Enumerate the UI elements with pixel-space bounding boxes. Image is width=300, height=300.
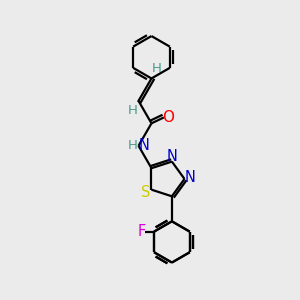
Text: O: O <box>162 110 174 124</box>
Text: N: N <box>167 149 177 164</box>
Text: N: N <box>139 138 150 153</box>
Text: N: N <box>184 170 195 185</box>
Text: H: H <box>128 139 138 152</box>
Text: H: H <box>152 62 162 75</box>
Text: F: F <box>137 224 146 239</box>
Text: S: S <box>142 184 151 200</box>
Text: H: H <box>128 104 138 117</box>
